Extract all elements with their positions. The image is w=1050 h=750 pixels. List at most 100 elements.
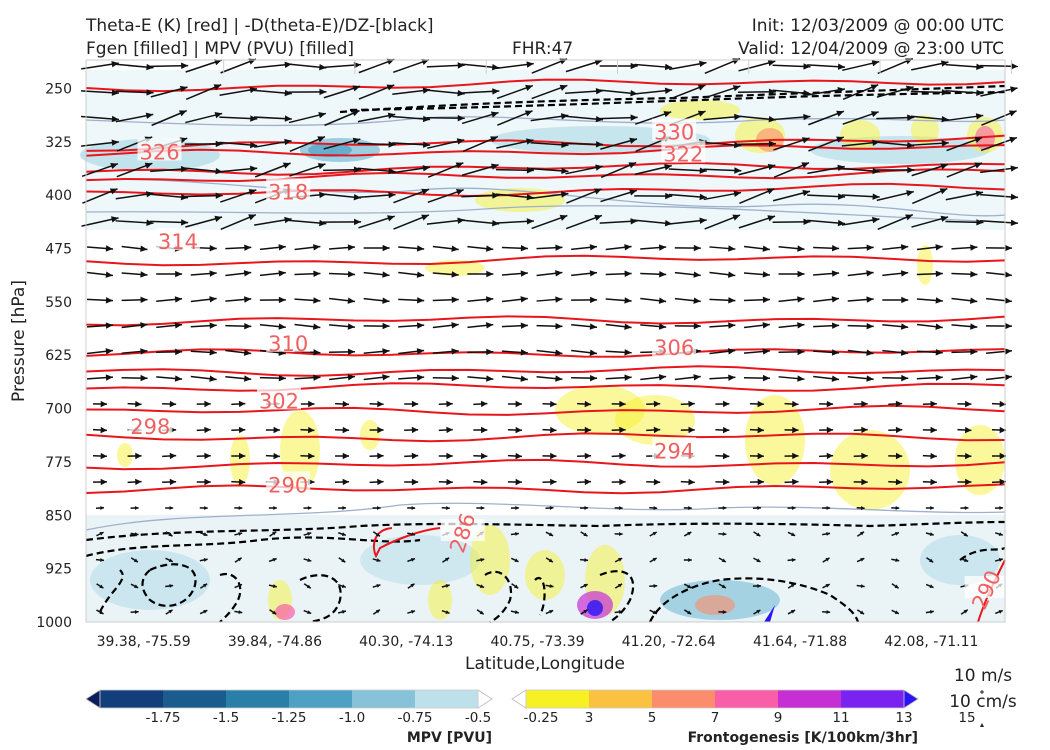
wind-arrow: [960, 557, 969, 563]
wind-arrow: [847, 270, 874, 277]
wind-arrow: [81, 139, 119, 147]
wind-arrow: [467, 375, 494, 382]
wind-arrow: [842, 111, 879, 125]
wind-arrow: [649, 609, 658, 615]
colorbar-segment: [778, 690, 842, 708]
wind-arrow: [599, 89, 638, 97]
fill-blob: [695, 595, 735, 615]
wind-arrow: [753, 609, 761, 615]
wind-arrow: [442, 557, 450, 563]
y-tick-label: 325: [45, 135, 72, 151]
wind-arrow: [856, 557, 865, 563]
wind-arrow: [738, 163, 776, 176]
wind-arrow: [130, 583, 139, 589]
wind-arrow: [640, 374, 667, 381]
wind-arrow: [577, 478, 592, 486]
wind-arrow: [600, 189, 638, 203]
wind-arrow: [335, 452, 350, 460]
wind-arrow: [951, 244, 978, 251]
wind-arrow: [945, 113, 984, 122]
wind-arrow: [611, 478, 626, 486]
wind-arrow: [891, 558, 900, 563]
wind-arrow: [709, 348, 736, 355]
wind-arrow: [807, 86, 846, 96]
wind-arrow: [507, 452, 522, 460]
fgen-colorbar-tick-label: 3: [585, 710, 594, 726]
wind-arrow: [127, 400, 142, 408]
wind-arrow: [369, 478, 384, 486]
wind-arrow: [743, 271, 770, 278]
wind-arrow: [566, 188, 602, 204]
wind-arrow: [580, 505, 589, 510]
wind-arrow: [718, 583, 727, 589]
wind-arrow: [674, 297, 701, 304]
wind-arrow: [571, 349, 598, 356]
wind-arrow: [703, 141, 742, 149]
wind-arrow: [985, 374, 1013, 381]
wind-arrow: [669, 84, 706, 100]
wind-arrow: [787, 583, 796, 589]
wind-arrow: [718, 610, 727, 615]
wind-arrow: [916, 323, 943, 330]
wind-arrow: [438, 400, 453, 408]
wind-arrow: [426, 62, 465, 69]
wind-arrow: [115, 191, 154, 200]
colorbar-segment: [652, 690, 716, 708]
wind-arrow: [130, 557, 139, 563]
colorbar-segment: [100, 690, 164, 708]
wind-arrow: [530, 113, 569, 122]
wind-arrow: [680, 400, 695, 408]
wind-arrow: [925, 609, 934, 614]
wind-arrow: [96, 583, 104, 589]
wind-arrow: [150, 62, 189, 69]
wind-arrow: [847, 322, 874, 330]
wind-arrow: [737, 115, 776, 123]
wind-arrow: [922, 400, 937, 408]
wind-arrow: [925, 532, 934, 537]
theta-e-contour-label: 310: [268, 332, 308, 356]
y-tick-label: 475: [45, 242, 72, 258]
wind-arrow: [743, 296, 770, 303]
wind-arrow: [600, 161, 637, 179]
wind-arrow: [856, 506, 865, 511]
wind-arrow: [536, 375, 563, 382]
wind-arrow: [980, 165, 1018, 174]
wind-arrow: [501, 270, 528, 277]
wind-arrow: [190, 322, 217, 329]
wind-arrow: [703, 190, 742, 201]
wind-arrow: [545, 584, 554, 589]
mpv-colorbar-tick-label: -1.25: [272, 710, 307, 726]
wind-arrow: [438, 478, 453, 486]
mpv-outline-contour: [85, 205, 1006, 223]
wind-arrow: [234, 557, 243, 563]
y-tick-label: 925: [45, 562, 72, 578]
wind-arrow: [372, 609, 381, 615]
wind-arrow: [778, 375, 805, 382]
wind-arrow: [473, 400, 488, 408]
dthetae-dz-contour: [98, 563, 197, 613]
theta-e-contour-label: 302: [259, 389, 299, 413]
wind-arrow: [268, 584, 277, 589]
wind-arrow: [476, 609, 485, 615]
wind-arrow: [392, 141, 431, 148]
wind-arrow: [743, 348, 770, 355]
wind-arrow: [545, 531, 554, 537]
wind-arrow: [911, 60, 949, 71]
wind-arrow: [130, 609, 139, 614]
wind-arrow: [259, 323, 286, 330]
fill-blob: [360, 535, 480, 585]
colorbar-extend-left: [85, 689, 101, 709]
wind-arrow: [787, 531, 796, 537]
theta-e-contour-label: 294: [654, 439, 694, 463]
wind-arrow: [994, 505, 1004, 510]
wind-arrow: [605, 374, 632, 381]
wind-arrow: [957, 426, 972, 434]
wind-arrow: [841, 167, 880, 175]
wind-arrow: [392, 115, 431, 123]
wind-arrow: [530, 191, 569, 200]
wind-arrow: [323, 218, 362, 226]
wind-arrow: [577, 426, 592, 434]
fill-blob: [117, 443, 133, 467]
theta-e-contour-label: 318: [268, 180, 308, 204]
wind-arrow: [882, 270, 909, 277]
